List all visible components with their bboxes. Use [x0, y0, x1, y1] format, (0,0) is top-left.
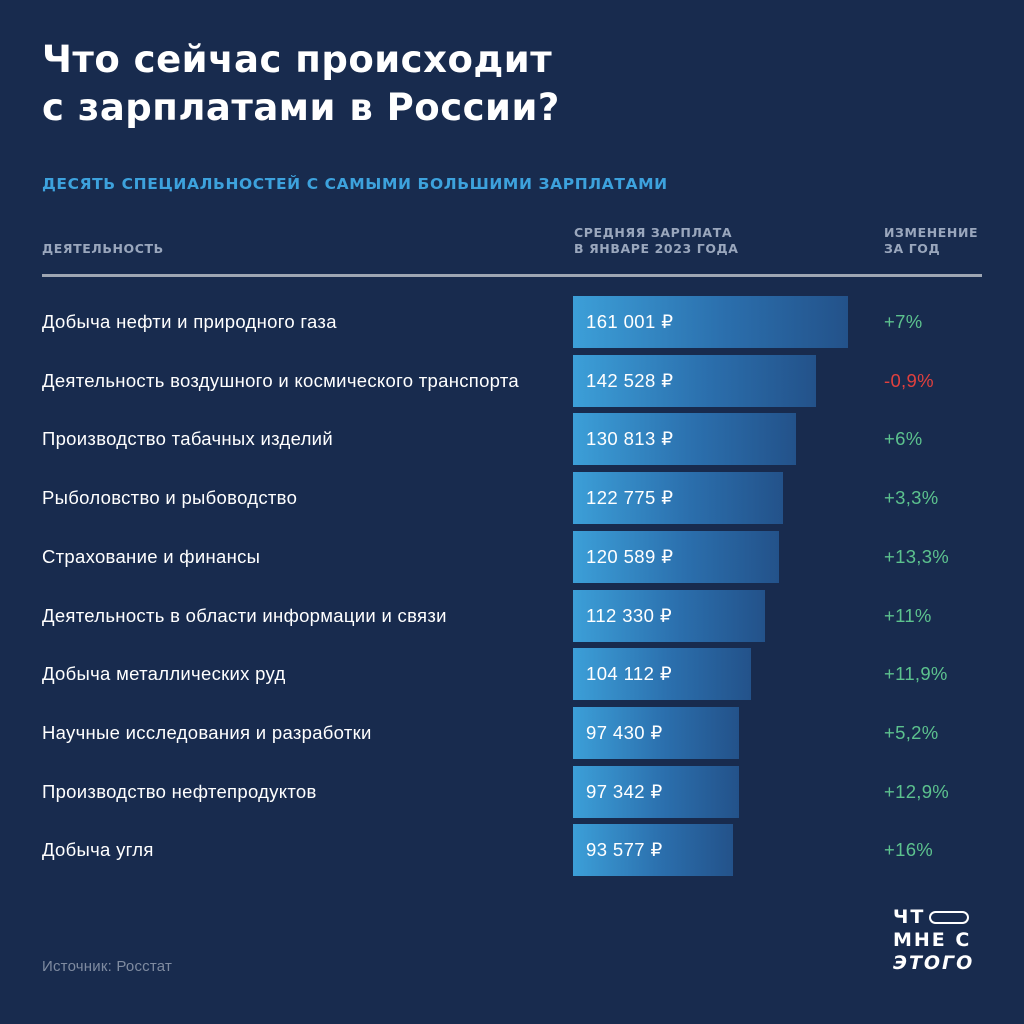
salary-bar: [573, 706, 739, 759]
salary-value-label: 122 775 ₽: [586, 487, 674, 509]
chart-subtitle: ДЕСЯТЬ СПЕЦИАЛЬНОСТЕЙ С САМЫМИ БОЛЬШИМИ …: [42, 175, 668, 193]
chart-row: Производство табачных изделий 130 813 ₽ +6…: [0, 413, 1024, 466]
category-label: Производство табачных изделий: [42, 428, 333, 450]
category-label: Производство нефтепродуктов: [42, 780, 317, 802]
column-header-change: ИЗМЕНЕНИЕ ЗА ГОД: [884, 225, 978, 257]
salary-bar: [573, 824, 733, 877]
brand-logo: ЧТ МНЕ С ЭТОГО: [893, 906, 974, 975]
change-value: +16%: [884, 839, 934, 861]
salary-value-label: 130 813 ₽: [586, 428, 674, 450]
salary-value-label: 112 330 ₽: [586, 604, 673, 626]
change-value: +11,9%: [884, 663, 948, 685]
salary-value-label: 142 528 ₽: [586, 369, 674, 391]
category-label: Добыча нефти и природного газа: [42, 311, 337, 332]
source-note: Источник: Росстат: [42, 958, 173, 975]
chart-row: Деятельность в области информации и связ…: [0, 589, 1024, 642]
logo-line-1: ЧТ: [893, 906, 974, 929]
salary-bar: [573, 765, 739, 818]
chart-row: Деятельность воздушного и космического т…: [0, 354, 1024, 407]
column-header-change-line-2: ЗА ГОД: [884, 241, 941, 256]
change-value: +12,9%: [884, 780, 950, 802]
chart-row: Добыча металлических руд 104 112 ₽ +11,9%: [0, 648, 1024, 701]
column-header-salary: СРЕДНЯЯ ЗАРПЛАТА В ЯНВАРЕ 2023 ГОДА: [574, 225, 739, 257]
category-label: Добыча металлических руд: [42, 663, 286, 685]
chart-row: Научные исследования и разработки 97 430 …: [0, 706, 1024, 759]
salary-value-label: 93 577 ₽: [586, 839, 663, 861]
title-line-1: Что сейчас происходит: [42, 38, 553, 81]
salary-bar: [573, 589, 765, 642]
chart-row: Производство нефтепродуктов 97 342 ₽ +12,9…: [0, 765, 1024, 818]
category-label: Добыча угля: [42, 839, 154, 861]
logo-line-3: ЭТОГО: [893, 952, 975, 974]
change-value: +13,3%: [884, 545, 950, 567]
chart-row: Рыболовство и рыбоводство 122 775 ₽ +3,3%: [0, 472, 1024, 525]
column-header-salary-line-2: В ЯНВАРЕ 2023 ГОДА: [574, 241, 739, 256]
salary-value-label: 97 342 ₽: [586, 780, 663, 802]
change-value: +5,2%: [884, 721, 939, 743]
salary-bar: [573, 354, 816, 407]
category-label: Научные исследования и разработки: [42, 721, 372, 743]
column-header-salary-line-1: СРЕДНЯЯ ЗАРПЛАТА: [574, 225, 733, 240]
chart-row: Добыча угля 93 577 ₽ +16%: [0, 824, 1024, 877]
header-divider: [42, 274, 982, 277]
page-title: Что сейчас происходит с зарплатами в Рос…: [42, 36, 942, 132]
category-label: Страхование и финансы: [42, 545, 261, 567]
chart-row: Страхование и финансы 120 589 ₽ +13,3%: [0, 530, 1024, 583]
salary-value-label: 161 001 ₽: [586, 311, 674, 332]
change-value: +7%: [884, 311, 923, 332]
salary-bar: [573, 530, 779, 583]
salary-bar: [573, 296, 848, 348]
column-header-activity: ДЕЯТЕЛЬНОСТЬ: [42, 241, 164, 257]
salary-value-label: 104 112 ₽: [586, 663, 673, 685]
category-label: Рыболовство и рыбоводство: [42, 487, 298, 509]
change-value: +11%: [884, 604, 932, 626]
salary-value-label: 97 430 ₽: [586, 721, 663, 743]
title-line-2: с зарплатами в России?: [42, 86, 560, 129]
change-value: +3,3%: [884, 487, 939, 509]
change-value: +6%: [884, 428, 923, 450]
logo-pill-icon: [929, 911, 970, 924]
category-label: Деятельность в области информации и связ…: [42, 604, 447, 626]
salary-value-label: 120 589 ₽: [586, 545, 674, 567]
salary-bar: [573, 472, 783, 525]
salary-bar: [573, 648, 751, 701]
column-header-change-line-1: ИЗМЕНЕНИЕ: [884, 225, 979, 240]
category-label: Деятельность воздушного и космического т…: [42, 369, 520, 391]
logo-line-2: МНЕ С: [893, 929, 972, 951]
logo-line-1-text: ЧТ: [893, 906, 926, 928]
change-value: -0,9%: [884, 369, 934, 391]
chart-row: Добыча нефти и природного газа 161 001 ₽ +…: [0, 296, 1024, 348]
column-header-activity-label: ДЕЯТЕЛЬНОСТЬ: [42, 241, 164, 256]
salary-bar: [573, 413, 796, 466]
